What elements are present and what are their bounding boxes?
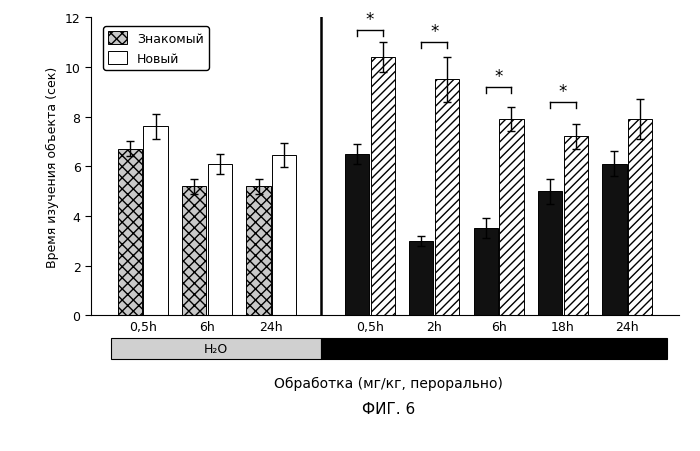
Bar: [370, 58, 395, 316]
Text: *: *: [559, 83, 567, 101]
Text: *: *: [430, 23, 438, 41]
Bar: [345, 154, 369, 316]
Bar: [435, 80, 459, 316]
Bar: [474, 229, 498, 316]
Text: *: *: [365, 10, 374, 28]
Text: Обработка (мг/кг, перорально): Обработка (мг/кг, перорально): [274, 377, 503, 391]
Text: H₂O: H₂O: [204, 342, 228, 355]
Bar: [628, 120, 652, 316]
Bar: [564, 137, 588, 316]
Bar: [410, 241, 433, 316]
Bar: [144, 127, 168, 316]
Legend: Знакомый, Новый: Знакомый, Новый: [103, 27, 209, 71]
Bar: [321, 338, 666, 359]
Bar: [602, 164, 626, 316]
Bar: [246, 187, 271, 316]
Bar: [111, 338, 321, 359]
Bar: [538, 192, 562, 316]
Text: ФИГ. 6: ФИГ. 6: [362, 401, 415, 416]
Bar: [182, 187, 206, 316]
Bar: [118, 150, 142, 316]
Bar: [499, 120, 524, 316]
Y-axis label: Время изучения объекта (сек): Время изучения объекта (сек): [46, 66, 60, 267]
Bar: [272, 156, 296, 316]
Bar: [208, 164, 232, 316]
Text: *: *: [494, 68, 503, 86]
